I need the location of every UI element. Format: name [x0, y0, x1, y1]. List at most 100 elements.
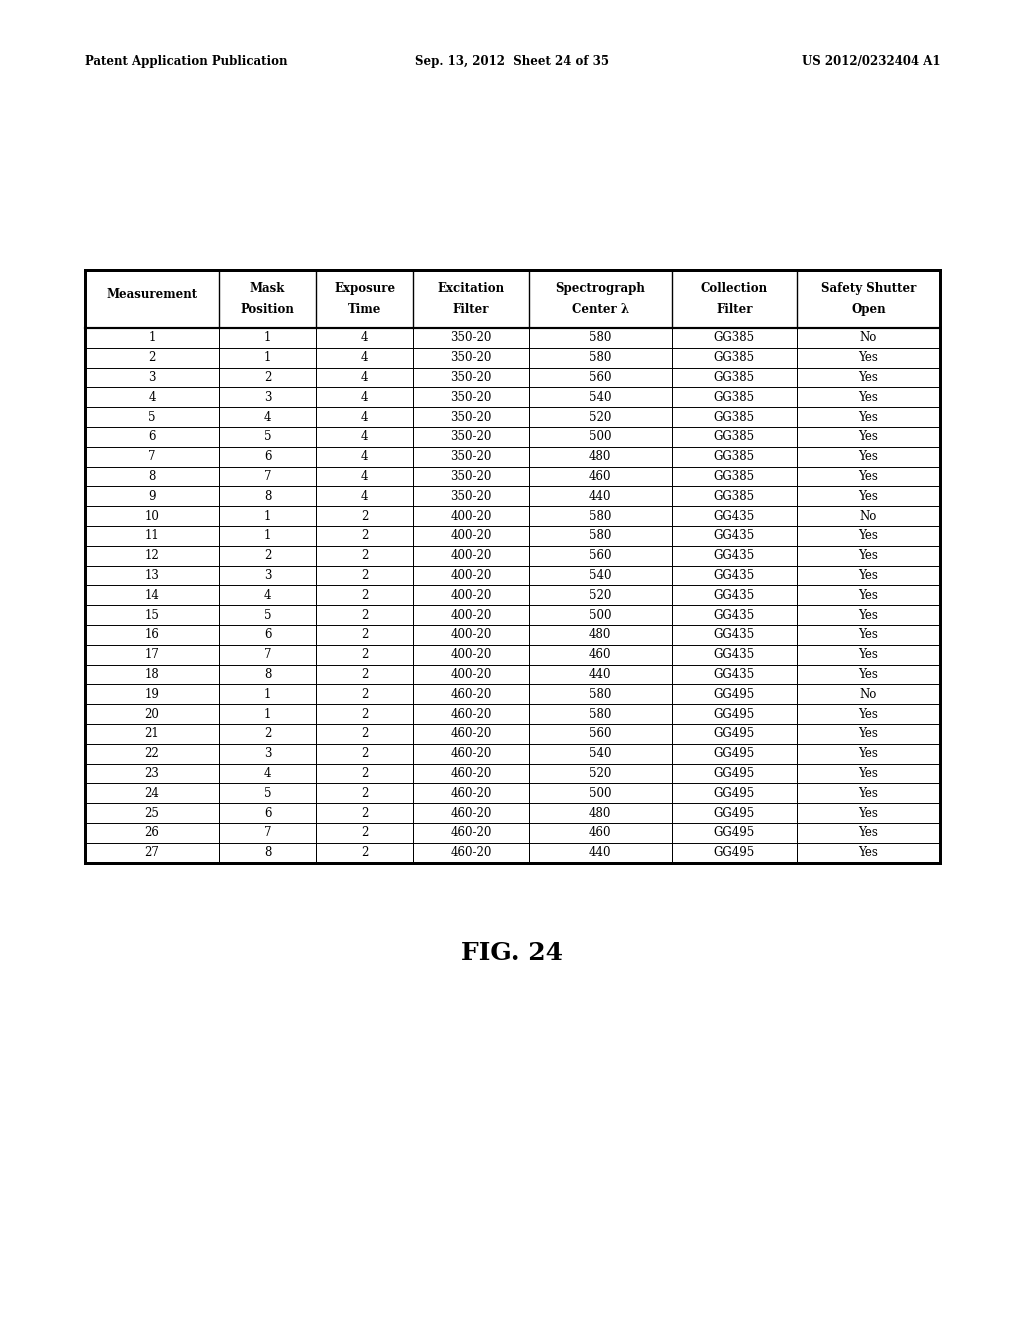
Text: 540: 540 — [589, 747, 611, 760]
Text: Time: Time — [348, 304, 381, 315]
Text: 2: 2 — [360, 510, 369, 523]
Text: 4: 4 — [360, 450, 369, 463]
Text: 460-20: 460-20 — [451, 688, 492, 701]
Text: 480: 480 — [589, 450, 611, 463]
Text: 500: 500 — [589, 787, 611, 800]
Text: 1: 1 — [264, 351, 271, 364]
Text: 6: 6 — [264, 807, 271, 820]
Text: Safety Shutter: Safety Shutter — [820, 282, 916, 296]
Text: 350-20: 350-20 — [451, 391, 492, 404]
Text: 8: 8 — [264, 846, 271, 859]
Text: 4: 4 — [148, 391, 156, 404]
Text: US 2012/0232404 A1: US 2012/0232404 A1 — [802, 55, 940, 69]
Text: 26: 26 — [144, 826, 160, 840]
Text: 7: 7 — [264, 648, 271, 661]
Text: 460-20: 460-20 — [451, 727, 492, 741]
Text: GG495: GG495 — [714, 787, 755, 800]
Text: 540: 540 — [589, 569, 611, 582]
Text: 460-20: 460-20 — [451, 826, 492, 840]
Text: Position: Position — [241, 304, 295, 315]
Text: GG495: GG495 — [714, 826, 755, 840]
Text: Yes: Yes — [858, 826, 879, 840]
Text: Collection: Collection — [700, 282, 768, 296]
Text: Yes: Yes — [858, 411, 879, 424]
Text: 4: 4 — [360, 411, 369, 424]
Text: 2: 2 — [360, 708, 369, 721]
Text: 6: 6 — [264, 450, 271, 463]
Text: 11: 11 — [144, 529, 160, 543]
Text: 21: 21 — [144, 727, 160, 741]
Text: 1: 1 — [148, 331, 156, 345]
Text: No: No — [860, 688, 877, 701]
Text: 12: 12 — [144, 549, 160, 562]
Text: 1: 1 — [264, 688, 271, 701]
Text: 2: 2 — [360, 569, 369, 582]
Text: 560: 560 — [589, 371, 611, 384]
Text: 2: 2 — [360, 826, 369, 840]
Text: 400-20: 400-20 — [451, 569, 492, 582]
Text: 480: 480 — [589, 807, 611, 820]
Text: 2: 2 — [264, 371, 271, 384]
Bar — [85, 271, 940, 862]
Text: Yes: Yes — [858, 747, 879, 760]
Text: 2: 2 — [360, 688, 369, 701]
Text: 460-20: 460-20 — [451, 767, 492, 780]
Text: 580: 580 — [589, 510, 611, 523]
Text: 580: 580 — [589, 688, 611, 701]
Text: 17: 17 — [144, 648, 160, 661]
Text: 2: 2 — [360, 529, 369, 543]
Text: 460-20: 460-20 — [451, 708, 492, 721]
Text: Open: Open — [851, 304, 886, 315]
Text: 350-20: 350-20 — [451, 450, 492, 463]
Text: 440: 440 — [589, 846, 611, 859]
Text: 27: 27 — [144, 846, 160, 859]
Text: 5: 5 — [264, 609, 271, 622]
Text: Yes: Yes — [858, 351, 879, 364]
Text: GG435: GG435 — [714, 628, 755, 642]
Text: 460: 460 — [589, 648, 611, 661]
Text: 350-20: 350-20 — [451, 371, 492, 384]
Text: 4: 4 — [264, 767, 271, 780]
Text: 14: 14 — [144, 589, 160, 602]
Text: No: No — [860, 510, 877, 523]
Text: 400-20: 400-20 — [451, 609, 492, 622]
Text: GG385: GG385 — [714, 331, 755, 345]
Text: 3: 3 — [264, 391, 271, 404]
Text: GG385: GG385 — [714, 351, 755, 364]
Text: 3: 3 — [148, 371, 156, 384]
Text: 4: 4 — [360, 490, 369, 503]
Text: GG495: GG495 — [714, 708, 755, 721]
Text: Spectrograph: Spectrograph — [555, 282, 645, 296]
Text: 19: 19 — [144, 688, 160, 701]
Text: GG385: GG385 — [714, 490, 755, 503]
Text: 400-20: 400-20 — [451, 648, 492, 661]
Text: 580: 580 — [589, 351, 611, 364]
Text: 15: 15 — [144, 609, 160, 622]
Text: Yes: Yes — [858, 450, 879, 463]
Text: 4: 4 — [360, 351, 369, 364]
Text: 1: 1 — [264, 708, 271, 721]
Text: 460-20: 460-20 — [451, 747, 492, 760]
Text: 560: 560 — [589, 549, 611, 562]
Text: 7: 7 — [148, 450, 156, 463]
Text: GG495: GG495 — [714, 747, 755, 760]
Text: 4: 4 — [264, 589, 271, 602]
Text: 350-20: 350-20 — [451, 470, 492, 483]
Text: 440: 440 — [589, 490, 611, 503]
Text: 580: 580 — [589, 529, 611, 543]
Text: 350-20: 350-20 — [451, 411, 492, 424]
Text: GG385: GG385 — [714, 430, 755, 444]
Text: 2: 2 — [360, 807, 369, 820]
Text: GG435: GG435 — [714, 549, 755, 562]
Text: 580: 580 — [589, 708, 611, 721]
Text: GG495: GG495 — [714, 688, 755, 701]
Text: 2: 2 — [360, 747, 369, 760]
Text: Yes: Yes — [858, 371, 879, 384]
Text: 460-20: 460-20 — [451, 846, 492, 859]
Text: 560: 560 — [589, 727, 611, 741]
Text: Yes: Yes — [858, 490, 879, 503]
Text: Exposure: Exposure — [334, 282, 395, 296]
Text: 520: 520 — [589, 411, 611, 424]
Text: Yes: Yes — [858, 628, 879, 642]
Text: 350-20: 350-20 — [451, 351, 492, 364]
